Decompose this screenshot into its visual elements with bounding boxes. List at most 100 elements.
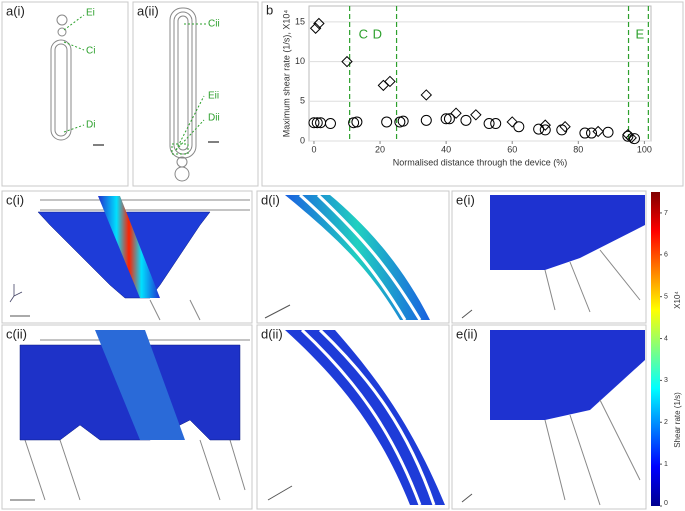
diamond-marker bbox=[309, 22, 322, 34]
callout: Di bbox=[86, 120, 95, 131]
panel-label: d(ii) bbox=[261, 327, 283, 342]
device-outline bbox=[24, 339, 250, 501]
diamond-marker bbox=[592, 125, 604, 138]
circle-marker bbox=[602, 126, 614, 138]
device-channel bbox=[173, 11, 193, 155]
panel-label: d(i) bbox=[261, 193, 280, 208]
diamond-marker bbox=[506, 116, 518, 128]
region-label: C bbox=[359, 26, 368, 41]
panel-label: c(i) bbox=[6, 193, 24, 208]
circle-marker bbox=[586, 127, 598, 139]
circle-marker bbox=[351, 116, 363, 128]
panel-a-ii: a(ii) Cii Eii Dii bbox=[132, 1, 259, 187]
colorbar-gradient bbox=[651, 192, 660, 506]
colorbar-tick-label: 0 bbox=[664, 500, 668, 507]
shear-field bbox=[285, 330, 445, 505]
panel-frame bbox=[132, 1, 259, 187]
panel-d-i: d(i) bbox=[256, 190, 450, 324]
circle-marker bbox=[513, 121, 525, 133]
circle-marker bbox=[579, 127, 591, 139]
circle-marker bbox=[311, 117, 323, 129]
device-channel bbox=[50, 39, 72, 141]
channel-wall bbox=[316, 193, 422, 321]
x-tick-label: 40 bbox=[441, 144, 451, 154]
panel-frame bbox=[1, 1, 129, 187]
device-outline bbox=[544, 399, 641, 506]
diamond-marker bbox=[470, 109, 482, 121]
circle-marker bbox=[622, 130, 634, 142]
panel-a-i: a(i) Ei Ci Di bbox=[1, 1, 129, 187]
panel-label: a(ii) bbox=[137, 4, 159, 19]
scale-bar bbox=[264, 304, 291, 319]
circle-marker bbox=[460, 114, 472, 126]
device-channel bbox=[177, 15, 189, 151]
shear-channel bbox=[95, 330, 185, 440]
panel-label: a(i) bbox=[6, 4, 25, 19]
panel-label: e(i) bbox=[456, 193, 475, 208]
panel-label: c(ii) bbox=[6, 327, 27, 342]
x-tick-label: 100 bbox=[637, 144, 652, 154]
callout: Cii bbox=[208, 19, 220, 30]
diamond-marker bbox=[539, 119, 551, 131]
region-label: E bbox=[636, 26, 645, 41]
y-tick-label: 15 bbox=[295, 16, 305, 26]
device-inlet bbox=[56, 14, 68, 26]
circle-marker bbox=[308, 117, 320, 129]
shear-field bbox=[490, 195, 645, 270]
diamond-marker bbox=[384, 75, 396, 88]
shear-field bbox=[490, 330, 645, 420]
colorbar-tick-label: 7 bbox=[664, 210, 668, 217]
panel-frame bbox=[256, 190, 450, 324]
panel-e-i: e(i) bbox=[451, 190, 647, 324]
callout: Ei bbox=[86, 8, 95, 19]
scale-bar bbox=[461, 493, 473, 503]
panel-d-ii: d(ii) bbox=[256, 324, 450, 510]
device-port bbox=[57, 27, 67, 37]
callout-lines bbox=[175, 23, 206, 151]
callout: Ci bbox=[86, 46, 95, 57]
x-tick-label: 80 bbox=[573, 144, 583, 154]
region-label: D bbox=[373, 26, 382, 41]
panel-label: e(ii) bbox=[456, 327, 478, 342]
circle-marker bbox=[556, 124, 568, 136]
callout: Eii bbox=[208, 91, 219, 102]
circle-marker bbox=[381, 116, 393, 128]
panel-frame bbox=[261, 1, 684, 187]
circle-marker bbox=[420, 114, 432, 126]
y-tick-label: 5 bbox=[300, 96, 305, 106]
panel-label: b bbox=[266, 3, 273, 18]
y-axis-label: Maximum shear rate (1/s), X10⁴ bbox=[281, 10, 291, 138]
circle-marker bbox=[490, 118, 502, 130]
colorbar-tick-label: 6 bbox=[664, 252, 668, 259]
circle-marker bbox=[397, 115, 409, 127]
colorbar-label: Shear rate (1/s) bbox=[673, 392, 682, 448]
circle-marker bbox=[628, 133, 640, 145]
device-channel bbox=[169, 7, 197, 159]
diamond-marker bbox=[341, 55, 353, 68]
panel-e-ii: e(ii) bbox=[451, 324, 647, 510]
scale-bar bbox=[461, 309, 473, 319]
device-outlet bbox=[174, 166, 190, 182]
channel-wall bbox=[298, 193, 407, 321]
panel-c-i: c(i) bbox=[1, 190, 253, 324]
colorbar-tick-label: 4 bbox=[664, 335, 668, 342]
diamond-marker bbox=[313, 17, 325, 30]
panel-frame bbox=[451, 324, 647, 510]
circle-marker bbox=[324, 118, 336, 130]
axis-triad bbox=[9, 284, 23, 303]
panel-c-ii: c(ii) bbox=[1, 324, 253, 510]
colorbar-tick-label: 2 bbox=[664, 419, 668, 426]
shear-field bbox=[285, 195, 430, 320]
diamond-marker bbox=[450, 107, 462, 119]
x-tick-label: 60 bbox=[507, 144, 517, 154]
device-outline bbox=[40, 199, 250, 321]
device-channel bbox=[54, 43, 68, 137]
panel-frame bbox=[1, 190, 253, 324]
channel-wall bbox=[318, 328, 436, 506]
circle-marker bbox=[539, 124, 551, 136]
channel-wall bbox=[300, 328, 422, 506]
colorbar-tick-label: 3 bbox=[664, 377, 668, 384]
scale-bar bbox=[267, 485, 293, 501]
x-axis-label: Normalised distance through the device (… bbox=[393, 157, 568, 167]
